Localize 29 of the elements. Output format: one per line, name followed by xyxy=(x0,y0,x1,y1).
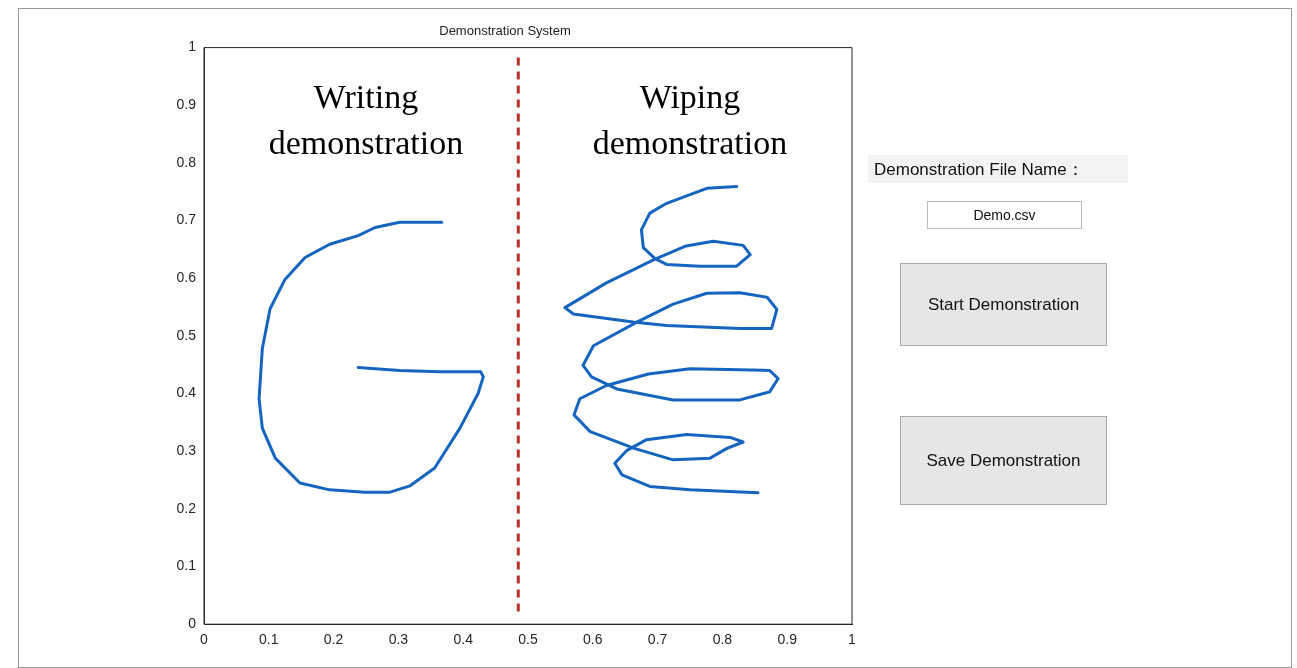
annotation: Writing demonstration xyxy=(268,77,464,161)
x-tick-label: 0.5 xyxy=(518,631,538,648)
y-tick-label: 0.2 xyxy=(176,499,197,516)
x-tick-label: 0.2 xyxy=(323,631,344,648)
x-tick-label: 1 xyxy=(848,631,857,648)
y-tick-label: 0.9 xyxy=(176,96,197,113)
file-name-label: Demonstration File Name： xyxy=(868,155,1128,183)
x-tick-label: 0.3 xyxy=(388,631,409,648)
save-button[interactable]: Save Demonstration xyxy=(900,416,1107,505)
annotation: Wiping demonstration xyxy=(592,77,788,161)
y-tick-label: 0.5 xyxy=(176,326,197,343)
x-tick-label: 0.6 xyxy=(583,631,603,648)
x-tick-label: 0.9 xyxy=(777,631,798,648)
start-button[interactable]: Start Demonstration xyxy=(900,263,1107,346)
y-tick-label: 0.6 xyxy=(176,269,197,286)
x-tick-label: 0 xyxy=(200,631,209,648)
y-tick-label: 1 xyxy=(188,38,197,55)
y-tick-label: 0.1 xyxy=(176,557,197,574)
chart-title: Demonstration System xyxy=(439,23,571,39)
y-tick-label: 0.3 xyxy=(176,442,197,459)
x-tick-label: 0.7 xyxy=(647,631,668,648)
y-tick-label: 0.7 xyxy=(176,211,197,228)
x-tick-label: 0.1 xyxy=(259,631,279,648)
file-name-field[interactable]: Demo.csv xyxy=(927,201,1082,229)
y-tick-label: 0.8 xyxy=(176,153,197,170)
y-tick-label: 0 xyxy=(188,615,197,632)
x-tick-label: 0.8 xyxy=(712,631,733,648)
x-tick-label: 0.4 xyxy=(453,631,474,648)
y-tick-label: 0.4 xyxy=(176,384,197,401)
